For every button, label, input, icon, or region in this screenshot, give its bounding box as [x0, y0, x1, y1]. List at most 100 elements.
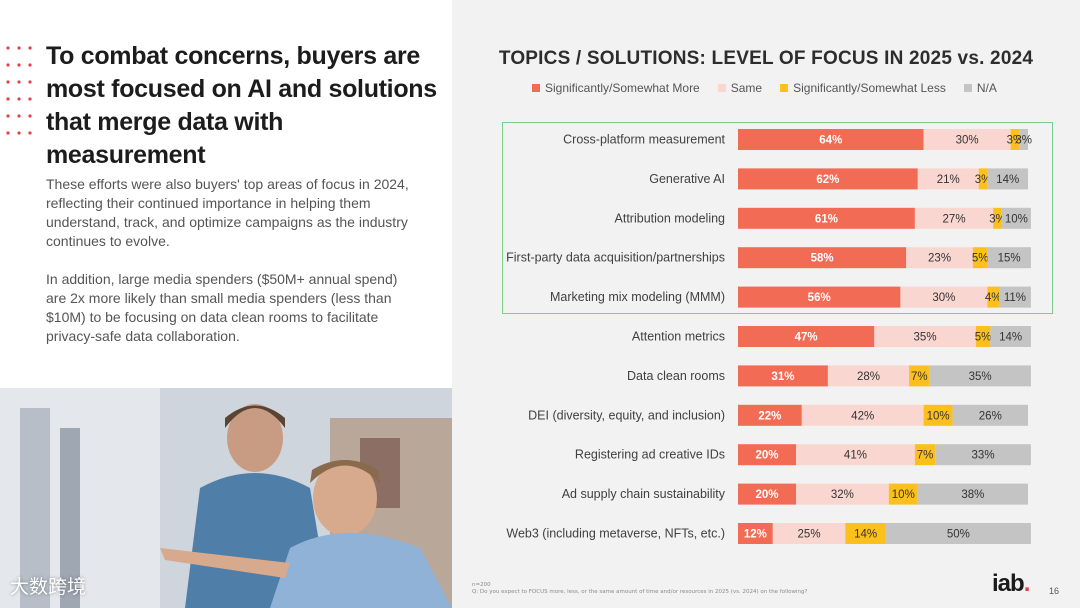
data-label: 14%: [996, 174, 1019, 186]
legend-label-less: Significantly/Somewhat Less: [793, 81, 946, 95]
decorative-dot: [28, 63, 32, 67]
bar-segment: [972, 247, 988, 269]
legend-swatch-less: [780, 84, 789, 92]
bar-segment: [738, 404, 802, 426]
decorative-dot: [6, 80, 10, 84]
data-label: 14%: [999, 332, 1022, 344]
data-label: 3%: [989, 213, 1006, 225]
bar-segment: [999, 286, 1031, 308]
legend-label-same: Same: [730, 81, 763, 95]
footnote-question: Q: Do you expect to FOCUS more, less, or…: [472, 589, 808, 595]
category-label: DEI (diversity, equity, and inclusion): [528, 408, 725, 422]
data-label: 23%: [928, 253, 951, 265]
bar-segment: [914, 444, 936, 466]
bar-segment: [738, 207, 915, 229]
bar-segment: [738, 444, 796, 466]
data-label: 3%: [975, 174, 992, 186]
bar-segment: [952, 404, 1028, 426]
data-label: 3%: [1007, 135, 1024, 147]
page-number: 16: [1049, 586, 1060, 596]
decorative-dot: [17, 131, 21, 135]
bar-segment: [738, 523, 773, 544]
legend-item-more: Significantly/Somewhat More: [532, 80, 700, 96]
decorative-dot: [6, 63, 10, 67]
bar-segment: [906, 247, 973, 269]
bar-segment: [1001, 207, 1031, 229]
body-paragraph-1: These efforts were also buyers' top area…: [46, 176, 409, 249]
watermark-text: 大数跨境: [10, 576, 87, 598]
data-label: 14%: [854, 529, 877, 541]
bar-segment: [796, 483, 889, 505]
data-label: 10%: [927, 410, 950, 422]
bar-segment: [909, 365, 930, 387]
data-label: 35%: [914, 332, 937, 344]
data-label: 25%: [798, 529, 821, 541]
data-label: 10%: [1005, 213, 1028, 225]
bar-segment: [738, 365, 828, 387]
category-label: Attention metrics: [632, 330, 725, 344]
bar-segment: [874, 326, 976, 347]
bar-row: Data clean rooms 31% 28% 7% 35%: [627, 365, 1031, 387]
decorative-dot: [17, 80, 21, 84]
legend-swatch-same: [717, 84, 726, 92]
bar-segment: [738, 483, 796, 505]
bar-row: First-party data acquisition/partnership…: [506, 247, 1031, 269]
bar-segment: [987, 286, 999, 308]
bar-segment: [772, 523, 846, 544]
bar-segment: [796, 444, 915, 466]
category-label: Cross-platform measurement: [563, 133, 725, 147]
bar-segment: [1019, 129, 1028, 150]
data-label: 5%: [975, 332, 992, 344]
legend-item-less: Significantly/Somewhat Less: [780, 80, 946, 96]
bar-row: Attention metrics 47% 35% 5% 14%: [632, 326, 1031, 347]
data-label: 30%: [956, 135, 979, 147]
bar-segment: [914, 207, 994, 229]
chart-legend: Significantly/Somewhat More Same Signifi…: [532, 80, 997, 96]
decorative-dot: [6, 114, 10, 118]
decorative-dot-grid: [6, 46, 32, 135]
bar-segment: [738, 326, 875, 347]
data-label: 35%: [969, 371, 992, 383]
category-label: Registering ad creative IDs: [575, 448, 725, 462]
data-label: 7%: [917, 450, 934, 462]
bar-row: Generative AI 62% 21% 3% 14%: [649, 168, 1028, 190]
data-label: 28%: [857, 371, 880, 383]
iab-logo: iab.: [992, 570, 1031, 598]
data-label: 15%: [998, 253, 1021, 265]
category-label: Web3 (including metaverse, NFTs, etc.): [506, 527, 725, 541]
decorative-dot: [6, 97, 10, 101]
category-label: Marketing mix modeling (MMM): [550, 290, 725, 304]
decorative-dot: [17, 97, 21, 101]
bar-segment: [917, 168, 979, 190]
data-label: 3%: [1015, 135, 1032, 147]
data-label: 62%: [816, 174, 839, 186]
bar-row: Web3 (including metaverse, NFTs, etc.) 12…: [506, 523, 1031, 544]
data-label: 22%: [758, 410, 781, 422]
bar-row: Registering ad creative IDs 20% 41% 7% 33%: [575, 444, 1031, 466]
bar-segment: [929, 365, 1031, 387]
iab-logo-dot: .: [1023, 570, 1031, 597]
data-label: 7%: [911, 371, 928, 383]
category-label: Attribution modeling: [615, 211, 726, 225]
body-paragraph-2: In addition, large media spenders ($50M+…: [46, 271, 398, 344]
slide-headline: To combat concerns, buyers are most focu…: [46, 42, 437, 169]
office-photo: [0, 388, 452, 608]
data-label: 41%: [844, 450, 867, 462]
legend-item-same: Same: [717, 80, 763, 96]
category-label: Data clean rooms: [627, 369, 725, 383]
bar-segment: [738, 286, 901, 308]
decorative-dot: [6, 46, 10, 50]
category-label: Generative AI: [649, 172, 725, 186]
decorative-dot: [28, 131, 32, 135]
bar-row: DEI (diversity, equity, and inclusion) 22…: [528, 404, 1028, 426]
bar-row: Cross-platform measurement 64% 30% 3%3%: [563, 129, 1032, 150]
data-label: 30%: [932, 292, 955, 304]
decorative-dot: [28, 46, 32, 50]
category-label: First-party data acquisition/partnership…: [506, 251, 725, 265]
bar-segment: [738, 247, 907, 269]
decorative-dot: [28, 114, 32, 118]
legend-label-more: Significantly/Somewhat More: [545, 81, 700, 95]
data-label: 47%: [795, 332, 818, 344]
chart-panel: TOPICS / SOLUTIONS: LEVEL OF FOCUS IN 20…: [452, 0, 1080, 608]
data-label: 38%: [961, 489, 984, 501]
